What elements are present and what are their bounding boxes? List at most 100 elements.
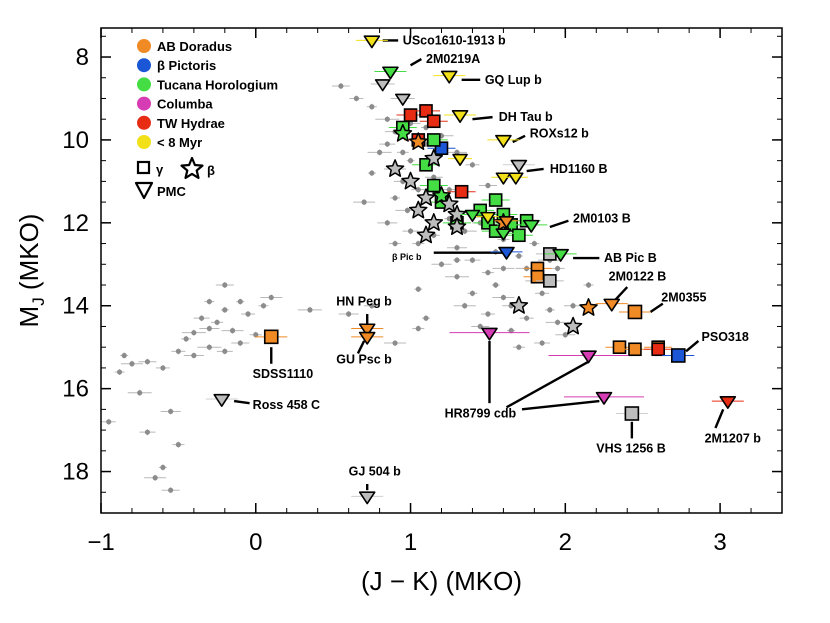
field-point [376,149,383,155]
object-square-marker [263,329,279,345]
annotation-label: HN Peg b [336,295,392,309]
beta-star-marker [416,188,436,206]
beta-star-marker [439,194,459,213]
gamma-square-marker [426,178,441,193]
y-axis-title: MJ (MKO) [14,214,48,328]
y-tick-label: 14 [62,293,89,320]
legend-swatch [137,77,151,92]
annotation-leader-line [472,115,493,121]
field-point [253,332,259,338]
field-point [500,265,507,272]
field-point [400,149,406,155]
object-square-marker [671,348,686,363]
field-point [392,195,398,201]
field-point [531,240,537,247]
field-point [384,116,390,122]
gamma-square-marker [512,228,526,243]
field-point [307,307,313,313]
field-point [361,199,367,205]
field-point [338,83,344,89]
field-point [454,274,460,280]
leader-lines-layer [233,39,725,491]
field-point [199,315,205,321]
legend-star-symbol [180,156,204,179]
field-point [369,170,375,176]
field-point [168,487,174,493]
pmc-triangle-marker [507,172,524,185]
legend-label: Columba [157,97,213,112]
pmc-triangle-marker [395,93,411,106]
pmc-triangle-marker [464,209,481,222]
field-point [547,307,553,313]
field-point [485,311,491,317]
annotation-leader-line [409,58,422,67]
field-point [469,162,476,168]
object-triangle-marker [495,134,512,148]
object-triangle-marker [358,331,376,345]
field-point [570,303,576,309]
legend-swatch [137,96,151,111]
annotation-label: USco1610-1913 b [403,33,506,47]
field-point [539,290,545,296]
annotation-leader-line [356,340,366,354]
field-point [485,182,491,189]
field-point [407,228,414,234]
annotation-leader-line [512,134,526,144]
field-point [160,464,166,471]
object-markers-layer [205,35,744,505]
object-triangle-marker [719,396,737,410]
annotation-label: Ross 458 C [253,398,320,412]
annotation-label: AB Pic B [604,251,657,265]
annotation-leader-line [685,340,700,353]
legend-gamma-label: γ [156,162,164,177]
beta-star-marker [424,213,444,231]
field-point [516,344,522,350]
object-triangle-marker [363,35,381,49]
annotation-leader-line [505,360,590,409]
field-point [369,104,375,110]
legend-swatch [137,39,151,53]
legend-label: TW Hydrae [157,116,225,131]
pmc-triangle-marker [498,215,515,229]
field-point [129,361,135,367]
annotation-label: SDSS1110 [253,367,314,381]
legend-label: < 8 Myr [157,135,202,150]
field-point [144,359,151,365]
field-point [415,286,421,292]
annotation-label: HR8799 cdb [445,407,517,421]
beta-star-marker [424,148,444,167]
y-tick-label: 8 [76,44,89,71]
object-square-marker [624,406,640,421]
field-point [206,298,212,305]
pmc-triangle-marker [374,79,391,92]
field-point [121,352,127,359]
legend: AB Doradus β Pictoris Tucana Horologium Col… [134,39,278,200]
field-point [384,141,390,147]
object-triangle-marker [552,248,569,262]
object-triangle-marker [603,298,621,312]
field-point [446,187,452,193]
object-triangle-marker [580,350,597,364]
field-point [415,240,421,247]
field-point [222,307,228,313]
object-triangle-marker [522,219,540,233]
object-triangle-marker [358,491,376,505]
field-point [407,158,414,164]
field-point [392,340,398,346]
field-point [206,344,212,350]
field-point [392,240,398,247]
field-point [222,348,228,354]
gamma-square-marker [628,342,642,357]
annotation-label: GQ Lup b [485,73,542,87]
annotation-label: 2M0219A [426,52,480,66]
field-point [554,319,561,325]
field-point [268,294,274,301]
field-point [462,303,468,309]
object-triangle-marker [440,70,458,84]
beta-star-marker [432,186,451,204]
beta-star-marker [447,217,467,236]
beta-star-marker [563,316,583,335]
x-axis-title: (J − K) (MKO) [361,566,522,596]
x-tick-label: −1 [87,529,114,556]
